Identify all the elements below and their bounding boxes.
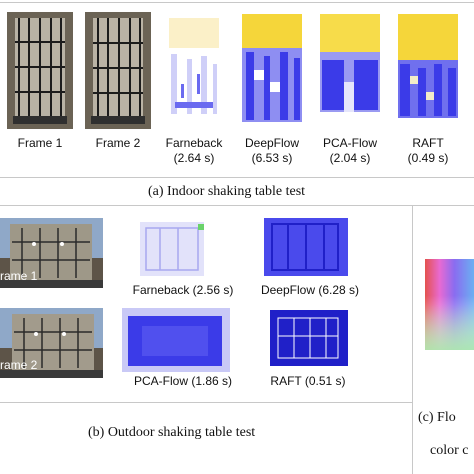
label-pcaflow-outdoor: PCA-Flow (1.86 s): [133, 374, 233, 388]
label-farneback-indoor-time: (2.64 s): [173, 151, 215, 165]
label-farneback-indoor: Farneback (2.64 s): [156, 136, 232, 166]
label-deepflow-outdoor: DeepFlow (6.28 s): [260, 283, 360, 297]
outdoor-farneback-flow-image: [120, 218, 220, 280]
outdoor-pcaflow-flow-image: [120, 306, 232, 374]
outdoor-frame-1-image: [0, 218, 103, 288]
top-rule: [0, 2, 474, 3]
indoor-frame-2-image: [85, 12, 151, 129]
indoor-frame-1-image: [7, 12, 73, 129]
label-raft-outdoor: RAFT (0.51 s): [270, 374, 346, 388]
panel-a-divider: [0, 177, 474, 178]
indoor-raft-flow-image: [394, 12, 462, 124]
flow-color-coding-wheel: [425, 259, 474, 350]
label-pcaflow-indoor: PCA-Flow (2.04 s): [312, 136, 388, 166]
panel-b-c-divider: [412, 205, 413, 474]
caption-panel-c-line1: (c) Flo: [418, 410, 456, 425]
panel-a-bottom-rule: [0, 205, 474, 206]
caption-panel-c-line2: color c: [430, 443, 469, 458]
label-raft-indoor: RAFT (0.49 s): [390, 136, 466, 166]
label-raft-indoor-time: (0.49 s): [407, 151, 449, 165]
label-deepflow-indoor-name: DeepFlow: [244, 136, 300, 150]
label-farneback-outdoor: Farneback (2.56 s): [132, 283, 234, 297]
label-deepflow-indoor: DeepFlow (6.53 s): [234, 136, 310, 166]
outdoor-deepflow-flow-image: [258, 214, 352, 280]
outdoor-frame-1-label: rame 1: [0, 269, 38, 283]
label-frame-1: Frame 1: [7, 136, 73, 151]
indoor-pcaflow-flow-image: [314, 12, 386, 124]
label-farneback-indoor-name: Farneback: [165, 136, 223, 150]
label-pcaflow-indoor-time: (2.04 s): [329, 151, 371, 165]
caption-panel-b: (b) Outdoor shaking table test: [88, 425, 256, 440]
indoor-farneback-flow-image: [161, 14, 227, 124]
panel-b-bottom-rule: [0, 402, 412, 403]
label-frame-2: Frame 2: [85, 136, 151, 151]
label-raft-indoor-name: RAFT: [412, 136, 444, 150]
outdoor-frame-2-image: [0, 308, 103, 378]
outdoor-frame-2-label: rame 2: [0, 358, 38, 372]
indoor-deepflow-flow-image: [236, 12, 308, 126]
label-frame-2-name: Frame 2: [95, 136, 141, 150]
label-pcaflow-indoor-name: PCA-Flow: [322, 136, 377, 150]
outdoor-raft-flow-image: [266, 306, 352, 370]
label-deepflow-indoor-time: (6.53 s): [251, 151, 293, 165]
caption-panel-a: (a) Indoor shaking table test: [148, 184, 306, 199]
label-frame-1-name: Frame 1: [17, 136, 63, 150]
